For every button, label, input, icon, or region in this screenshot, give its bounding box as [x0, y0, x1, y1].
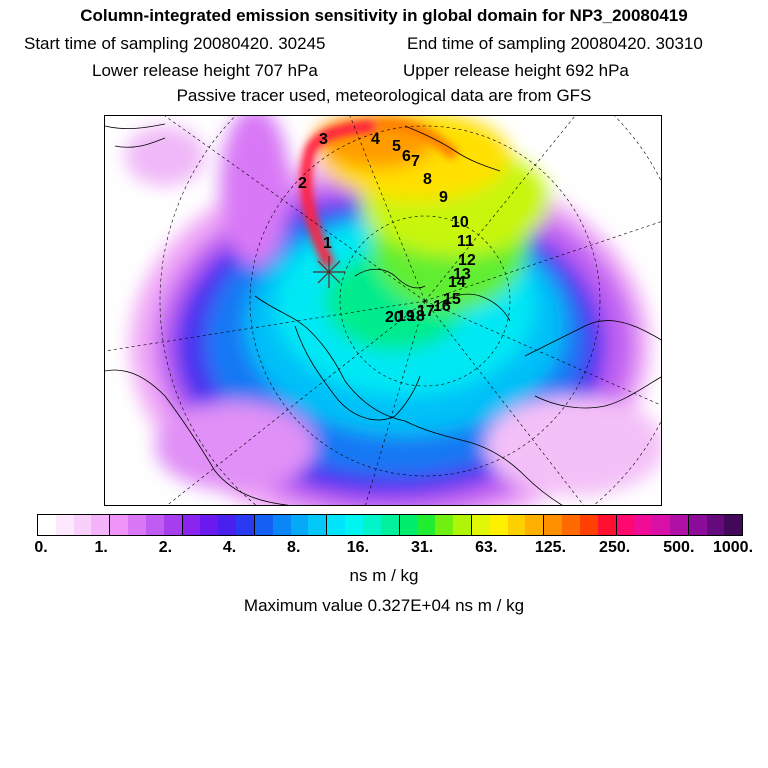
- colorbar-segment: [669, 515, 689, 535]
- trajectory-label: 4: [371, 131, 380, 148]
- start-sampling-time: Start time of sampling 20080420. 30245: [24, 34, 326, 53]
- colorbar-segment: [200, 515, 219, 535]
- colorbar-segment: [399, 515, 418, 535]
- colorbar-segment: [453, 515, 472, 535]
- colorbar: [37, 514, 743, 536]
- colorbar-tick-label: 16.: [346, 539, 370, 556]
- colorbar-segment: [182, 515, 201, 535]
- graticule: [105, 116, 661, 505]
- colorbar-segment: [652, 515, 670, 535]
- upper-release-height: Upper release height 692 hPa: [403, 61, 629, 80]
- colorbar-unit: ns m / kg: [349, 566, 419, 585]
- colorbar-segment: [91, 515, 111, 535]
- colorbar-tick-label: 4.: [222, 539, 237, 556]
- colorbar-segment: [145, 515, 164, 535]
- trajectory-label: 5: [392, 138, 401, 155]
- colorbar-segment: [507, 515, 526, 535]
- colorbar-tick-label: 1000.: [712, 539, 754, 556]
- colorbar-tick-label: 500.: [663, 539, 695, 556]
- colorbar-segment: [110, 515, 129, 535]
- end-sampling-time: End time of sampling 20080420. 30310: [407, 34, 703, 53]
- colorbar-segment: [544, 515, 563, 535]
- maximum-value-label: Maximum value 0.327E+04 ns m / kg: [243, 596, 525, 615]
- colorbar-tick-label: 125.: [534, 539, 567, 556]
- colorbar-segment: [272, 515, 291, 535]
- colorbar-segment: [525, 515, 545, 535]
- colorbar-segment: [688, 515, 707, 535]
- colorbar-tick-label: 8.: [287, 539, 301, 556]
- colorbar-segment: [218, 515, 237, 535]
- polar-map: 1 2 3 4 5 6 7 8 9 10 11 12 13 14 15 16 17 18 19 20: [104, 115, 662, 506]
- colorbar-segment: [38, 515, 56, 535]
- colorbar-segment: [128, 515, 146, 535]
- trajectory-label: 15: [443, 291, 461, 308]
- trajectory-label: 1: [323, 235, 332, 252]
- trajectory-label: 6: [402, 148, 411, 165]
- colorbar-segment: [634, 515, 653, 535]
- trajectory-label: 10: [451, 214, 469, 231]
- trajectory-label: 12: [458, 252, 476, 269]
- colorbar-tick-label: 250.: [599, 539, 631, 556]
- release-point-star: [313, 256, 345, 288]
- colorbar-segment: [562, 515, 580, 535]
- plot-title: Column-integrated emission sensitivity i…: [80, 6, 688, 25]
- trajectory-label: 13: [453, 266, 471, 283]
- emission-sensitivity-field: [125, 116, 661, 505]
- trajectory-label: 11: [457, 233, 474, 250]
- colorbar-segment: [706, 515, 725, 535]
- colorbar-segment: [489, 515, 508, 535]
- trajectory-label: 8: [423, 171, 432, 188]
- colorbar-segment: [290, 515, 309, 535]
- colorbar-segment: [236, 515, 255, 535]
- colorbar-segment: [435, 515, 454, 535]
- colorbar-tick-label: 2.: [158, 539, 173, 556]
- colorbar-segment: [362, 515, 381, 535]
- trajectory-label: 9: [439, 189, 448, 206]
- colorbar-segment: [471, 515, 490, 535]
- colorbar-segment: [579, 515, 598, 535]
- colorbar-segment: [163, 515, 183, 535]
- colorbar-tick-label: 1.: [94, 539, 108, 556]
- colorbar-segment: [417, 515, 436, 535]
- tracer-note: Passive tracer used, meteorological data…: [176, 86, 592, 105]
- trajectory-label: 19: [397, 308, 415, 325]
- colorbar-segment: [345, 515, 363, 535]
- trajectory-label: 7: [411, 153, 420, 170]
- trajectory-label: 2: [298, 175, 307, 192]
- colorbar-segment: [724, 515, 743, 535]
- lower-release-height: Lower release height 707 hPa: [92, 61, 318, 80]
- colorbar-segment: [55, 515, 74, 535]
- colorbar-segment: [380, 515, 400, 535]
- trajectory-label: 18: [407, 308, 425, 325]
- trajectory-label: 20: [385, 309, 403, 326]
- trajectory-label: 16: [433, 298, 451, 315]
- colorbar-segment: [308, 515, 328, 535]
- coastlines: [105, 123, 661, 505]
- trajectory-label: 14: [448, 274, 466, 291]
- colorbar-tick-label: 0.: [34, 539, 48, 556]
- trajectory-label: 17: [417, 303, 435, 320]
- colorbar-tick-label: 31.: [410, 539, 434, 556]
- colorbar-segment: [616, 515, 635, 535]
- colorbar-tick-label: 63.: [475, 539, 498, 556]
- colorbar-segment: [597, 515, 617, 535]
- trajectory-label: 3: [319, 131, 328, 148]
- colorbar-segment: [254, 515, 273, 535]
- colorbar-segment: [327, 515, 346, 535]
- colorbar-segment: [73, 515, 92, 535]
